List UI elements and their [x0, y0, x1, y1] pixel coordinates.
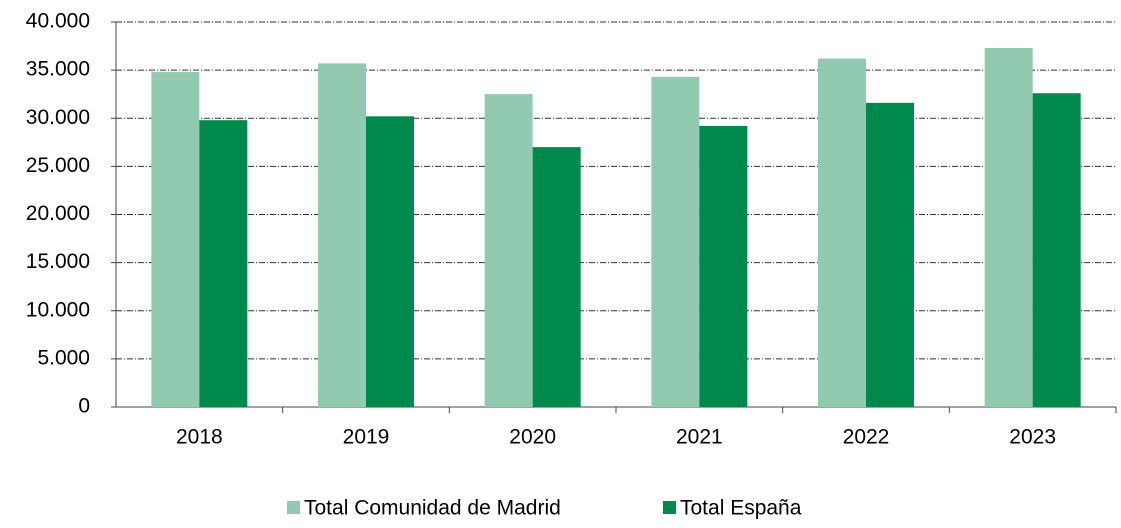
- x-tick-label: 2020: [509, 426, 556, 449]
- legend-label: Total España: [680, 497, 802, 520]
- x-tick-label: 2019: [343, 426, 390, 449]
- bar: [366, 116, 414, 407]
- y-tick-label: 0: [78, 395, 90, 418]
- bar: [484, 94, 533, 407]
- x-tick-label: 2022: [843, 426, 890, 449]
- bar: [532, 147, 581, 407]
- bar: [984, 47, 1033, 408]
- bar: [818, 58, 866, 407]
- y-tick-label: 20.000: [26, 202, 90, 225]
- y-tick-label: 10.000: [26, 298, 90, 321]
- legend-label: Total Comunidad de Madrid: [304, 497, 561, 520]
- y-tick-label: 30.000: [26, 106, 90, 129]
- y-tick-label: 35.000: [26, 58, 90, 81]
- y-tick-label: 5.000: [37, 346, 90, 369]
- bar: [699, 125, 748, 407]
- x-tick-label: 2018: [176, 426, 223, 449]
- bar: [866, 102, 914, 407]
- y-tick-label: 40.000: [26, 10, 90, 33]
- y-tick-label: 25.000: [26, 154, 90, 177]
- x-tick-label: 2023: [1009, 426, 1056, 449]
- bar: [318, 63, 366, 407]
- bar: [199, 120, 248, 408]
- bar: [651, 76, 700, 408]
- bar: [1032, 93, 1081, 407]
- bar: [151, 72, 200, 408]
- y-tick-label: 15.000: [26, 250, 90, 273]
- legend-swatch: [287, 501, 300, 514]
- x-tick-label: 2021: [676, 426, 723, 449]
- legend-swatch: [663, 501, 676, 514]
